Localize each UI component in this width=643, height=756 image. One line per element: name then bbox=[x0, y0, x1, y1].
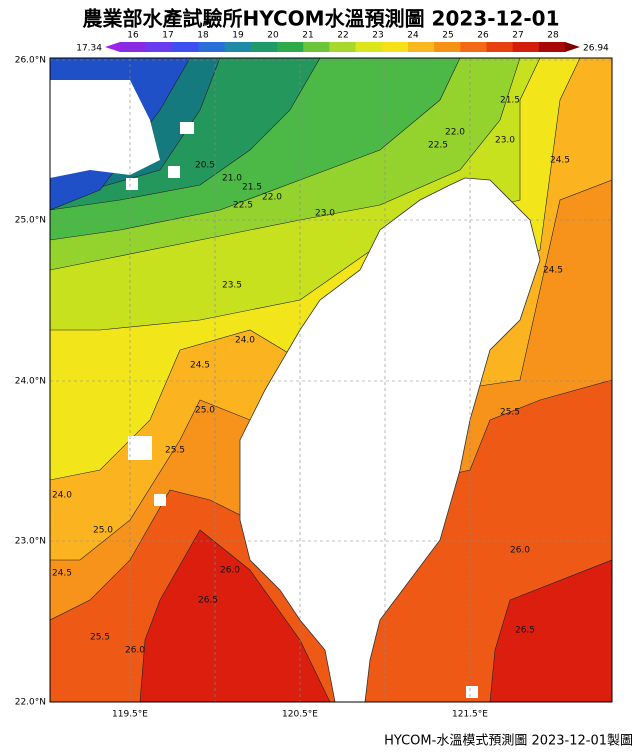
colorbar-swatch bbox=[407, 42, 435, 52]
contour-label: 20.5 bbox=[195, 161, 215, 171]
contour-label: 26.5 bbox=[198, 596, 218, 606]
contour-label: 22.5 bbox=[428, 141, 448, 151]
contour-label: 25.0 bbox=[93, 526, 113, 536]
colorbar-swatch bbox=[355, 42, 383, 52]
contour-label: 23.5 bbox=[222, 281, 242, 291]
contour-label: 23.0 bbox=[315, 209, 335, 219]
colorbar-swatch bbox=[277, 42, 304, 52]
contour-label: 22.5 bbox=[233, 201, 253, 211]
land-cell bbox=[168, 166, 180, 178]
contour-label: 26.0 bbox=[510, 546, 530, 556]
contour-label: 25.0 bbox=[195, 406, 215, 416]
land-cell bbox=[154, 494, 166, 506]
colorbar-swatch bbox=[120, 42, 147, 52]
lat-label: 22.0°N bbox=[15, 698, 46, 708]
colorbar-swatch bbox=[198, 42, 226, 52]
lat-label: 24.0°N bbox=[15, 377, 46, 387]
colorbar-swatch bbox=[329, 42, 357, 52]
footer: HYCOM-水溫模式預測圖 2023-12-01製圖 bbox=[384, 734, 633, 749]
land-cell bbox=[126, 178, 138, 190]
lat-label: 26.0°N bbox=[15, 56, 46, 66]
colorbar-tick: 21 bbox=[302, 31, 313, 41]
colorbar-tick: 24 bbox=[407, 31, 419, 41]
colorbar-swatch bbox=[172, 42, 200, 52]
colorbar-max: 26.94 bbox=[583, 44, 609, 54]
colorbar-tick: 28 bbox=[547, 31, 559, 41]
contour-label: 21.5 bbox=[242, 183, 262, 193]
colorbar-high-end bbox=[565, 42, 580, 52]
land-cell bbox=[180, 122, 194, 134]
contour-label: 24.0 bbox=[52, 491, 72, 501]
taiwan bbox=[239, 177, 541, 702]
colorbar-swatch bbox=[224, 42, 252, 52]
contour-label: 26.0 bbox=[125, 646, 145, 656]
contour-label: 24.5 bbox=[52, 569, 72, 579]
colorbar-swatch bbox=[512, 42, 540, 52]
contour-label: 25.5 bbox=[90, 633, 110, 643]
map-title: 農業部水產試驗所HYCOM水溫預測圖 2023-12-01 bbox=[83, 7, 560, 31]
colorbar: 17.34 26.94 16 17 18 19 20 21 22 23 24 25 26 27 28 bbox=[76, 31, 609, 54]
colorbar-tick: 22 bbox=[337, 31, 348, 41]
colorbar-swatch bbox=[303, 42, 330, 52]
colorbar-swatch bbox=[250, 42, 278, 52]
colorbar-low-end bbox=[105, 42, 120, 52]
lon-label: 120.5°E bbox=[282, 710, 318, 720]
contour-label: 22.0 bbox=[445, 128, 465, 138]
contour-label: 26.0 bbox=[220, 566, 240, 576]
contour-label: 24.5 bbox=[190, 361, 210, 371]
colorbar-swatch bbox=[460, 42, 487, 52]
colorbar-swatch bbox=[146, 42, 173, 52]
labels: 26.0°N 25.0°N 24.0°N 23.0°N 22.0°N 119.5°E 120… bbox=[15, 56, 570, 720]
colorbar-tick: 18 bbox=[197, 31, 209, 41]
land-cell bbox=[466, 686, 478, 698]
contour-label: 23.0 bbox=[495, 136, 515, 146]
colorbar-tick: 20 bbox=[267, 31, 279, 41]
lat-label: 25.0°N bbox=[15, 216, 46, 226]
colorbar-swatch bbox=[381, 42, 409, 52]
colorbar-tick: 17 bbox=[162, 31, 173, 41]
land-cell bbox=[128, 436, 152, 460]
colorbar-tick: 27 bbox=[512, 31, 523, 41]
colorbar-tick: 19 bbox=[232, 31, 244, 41]
lat-label: 23.0°N bbox=[15, 537, 46, 547]
temperature-band bbox=[139, 529, 331, 702]
contour-label: 21.0 bbox=[222, 174, 242, 184]
colorbar-tick: 25 bbox=[442, 31, 453, 41]
temperature-field bbox=[50, 58, 612, 702]
contour-label: 26.5 bbox=[515, 626, 535, 636]
contour-label: 25.5 bbox=[500, 408, 520, 418]
temperature-band bbox=[489, 559, 612, 702]
colorbar-tick: 16 bbox=[127, 31, 139, 41]
colorbar-swatch bbox=[538, 42, 566, 52]
lon-label: 119.5°E bbox=[112, 710, 148, 720]
contour-label: 24.5 bbox=[543, 266, 563, 276]
colorbar-swatch bbox=[486, 42, 514, 52]
contour-label: 21.5 bbox=[500, 96, 520, 106]
contour-label: 24.0 bbox=[235, 336, 255, 346]
contour-label: 25.5 bbox=[165, 446, 185, 456]
china-coast bbox=[50, 80, 160, 178]
colorbar-swatch bbox=[434, 42, 461, 52]
colorbar-tick: 23 bbox=[372, 31, 383, 41]
contour-label: 24.5 bbox=[550, 156, 570, 166]
contour-label: 22.0 bbox=[262, 193, 282, 203]
lon-label: 121.5°E bbox=[452, 710, 488, 720]
colorbar-tick: 26 bbox=[477, 31, 489, 41]
map-frame bbox=[49, 57, 613, 703]
colorbar-min: 17.34 bbox=[76, 44, 102, 54]
